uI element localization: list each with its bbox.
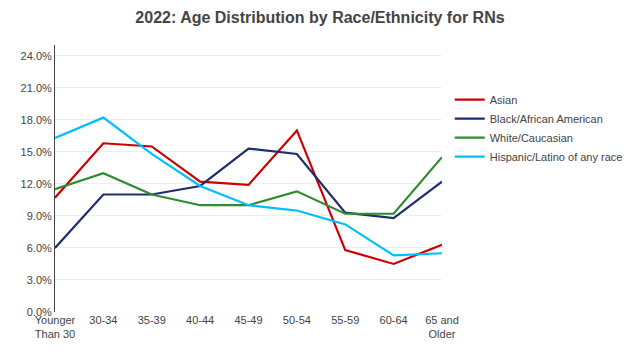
svg-text:21.0%: 21.0%	[21, 82, 52, 94]
svg-text:45-49: 45-49	[234, 314, 262, 326]
svg-text:6.0%: 6.0%	[27, 242, 52, 254]
svg-text:12.0%: 12.0%	[21, 178, 52, 190]
svg-text:40-44: 40-44	[186, 314, 214, 326]
svg-text:0.0%: 0.0%	[27, 306, 52, 318]
svg-text:60-64: 60-64	[380, 314, 408, 326]
svg-text:Black/African American: Black/African American	[490, 113, 603, 125]
svg-text:3.0%: 3.0%	[27, 274, 52, 286]
svg-text:Asian: Asian	[490, 94, 518, 106]
svg-text:55-59: 55-59	[331, 314, 359, 326]
svg-text:35-39: 35-39	[138, 314, 166, 326]
svg-text:White/Caucasian: White/Caucasian	[490, 132, 573, 144]
svg-text:9.0%: 9.0%	[27, 210, 52, 222]
svg-text:18.0%: 18.0%	[21, 114, 52, 126]
svg-text:Hispanic/Latino of any race: Hispanic/Latino of any race	[490, 151, 623, 163]
svg-text:YoungerThan 30: YoungerThan 30	[35, 314, 76, 340]
svg-text:50-54: 50-54	[283, 314, 311, 326]
svg-text:65 andOlder: 65 andOlder	[425, 314, 459, 340]
svg-text:30-34: 30-34	[89, 314, 117, 326]
svg-text:15.0%: 15.0%	[21, 146, 52, 158]
svg-text:24.0%: 24.0%	[21, 50, 52, 62]
svg-text:2022: Age Distribution by Race: 2022: Age Distribution by Race/Ethnicity…	[135, 9, 504, 26]
